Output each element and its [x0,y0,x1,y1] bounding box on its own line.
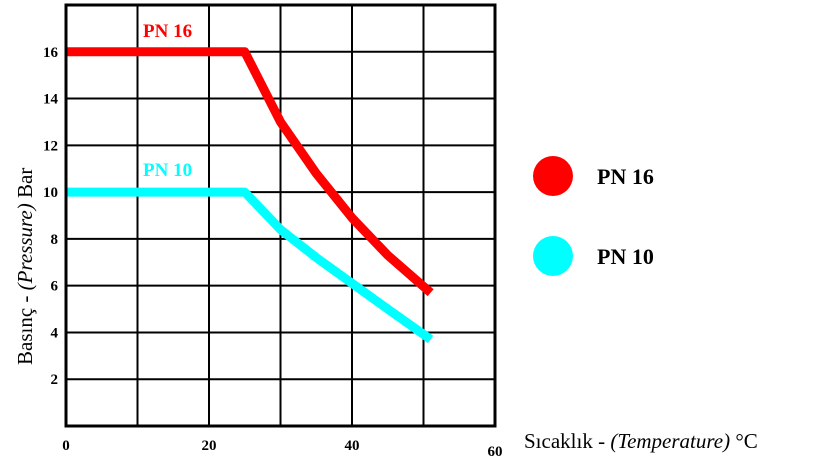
y-tick-label: 8 [51,232,59,248]
series-layer [66,47,434,344]
y-axis-title: Basınç - (Pressure) Bar [13,168,37,365]
y-tick-label: 12 [43,138,58,154]
y-tick-label: 14 [43,92,59,108]
series-line-pn16 [66,47,434,297]
series-tag-pn10: PN 10 [143,160,192,181]
y-tick-label: 16 [43,45,59,61]
legend-label-pn10: PN 10 [597,244,654,269]
x-tick-label: 40 [345,438,360,454]
legend-swatch-pn16 [533,156,573,196]
x-axis-title: Sıcaklık - (Temperature) °C [524,429,758,453]
series-line-pn10 [66,187,434,344]
legend-swatch-pn10 [533,236,573,276]
plot-frame [64,3,497,428]
legend-label-pn16: PN 16 [597,164,654,189]
axis-ticks: 2 4 6 8 10 12 14 16 0 20 40 60 [43,45,503,460]
y-tick-label: 2 [51,372,59,388]
chart-grid [66,5,495,426]
x-tick-label: 0 [62,438,70,454]
y-tick-label: 10 [43,185,58,201]
x-tick-label: 20 [202,438,217,454]
y-tick-label: 6 [51,279,59,295]
y-tick-label: 4 [51,325,59,341]
x-tick-label: 60 [488,444,503,460]
legend: PN 16 PN 10 [533,156,654,276]
series-tag-pn16: PN 16 [143,21,192,42]
